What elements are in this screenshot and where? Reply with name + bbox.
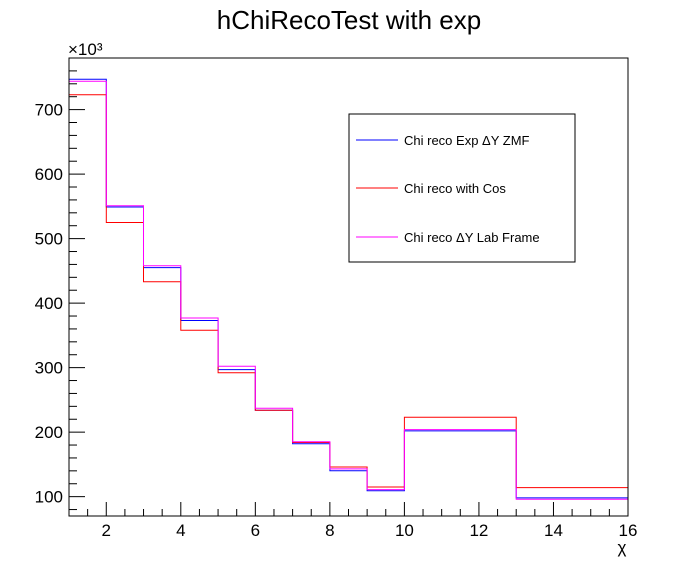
x-tick-label: 12 [469,521,488,540]
x-tick-label: 8 [325,521,334,540]
legend-label-exp-zmf: Chi reco Exp ΔY ZMF [404,133,530,148]
y-axis: 100 200 300 400 500 600 700 [35,57,85,511]
y-tick-label: 100 [35,488,63,507]
y-tick-label: 700 [35,101,63,120]
x-tick-label: 14 [544,521,563,540]
legend: Chi reco Exp ΔY ZMF Chi reco with Cos Ch… [348,113,576,263]
y-tick-label: 500 [35,230,63,249]
legend-label-with-cos: Chi reco with Cos [404,181,506,196]
x-tick-label: 6 [251,521,260,540]
x-tick-label: 4 [176,521,185,540]
y-tick-label: 300 [35,359,63,378]
y-tick-label: 600 [35,165,63,184]
y-tick-label: 400 [35,294,63,313]
y-axis-multiplier: ×10³ [68,40,103,59]
x-tick-label: 10 [395,521,414,540]
x-axis: 2 4 6 8 10 12 14 16 [68,502,638,540]
chart-title: hChiRecoTest with exp [217,5,481,35]
x-tick-label: 2 [102,521,111,540]
x-axis-label: χ [618,538,627,557]
series-line-2 [69,80,628,500]
y-tick-label: 200 [35,423,63,442]
legend-label-lab-frame: Chi reco ΔY Lab Frame [404,230,540,245]
series-layer [69,78,628,500]
x-tick-label: 16 [619,521,638,540]
